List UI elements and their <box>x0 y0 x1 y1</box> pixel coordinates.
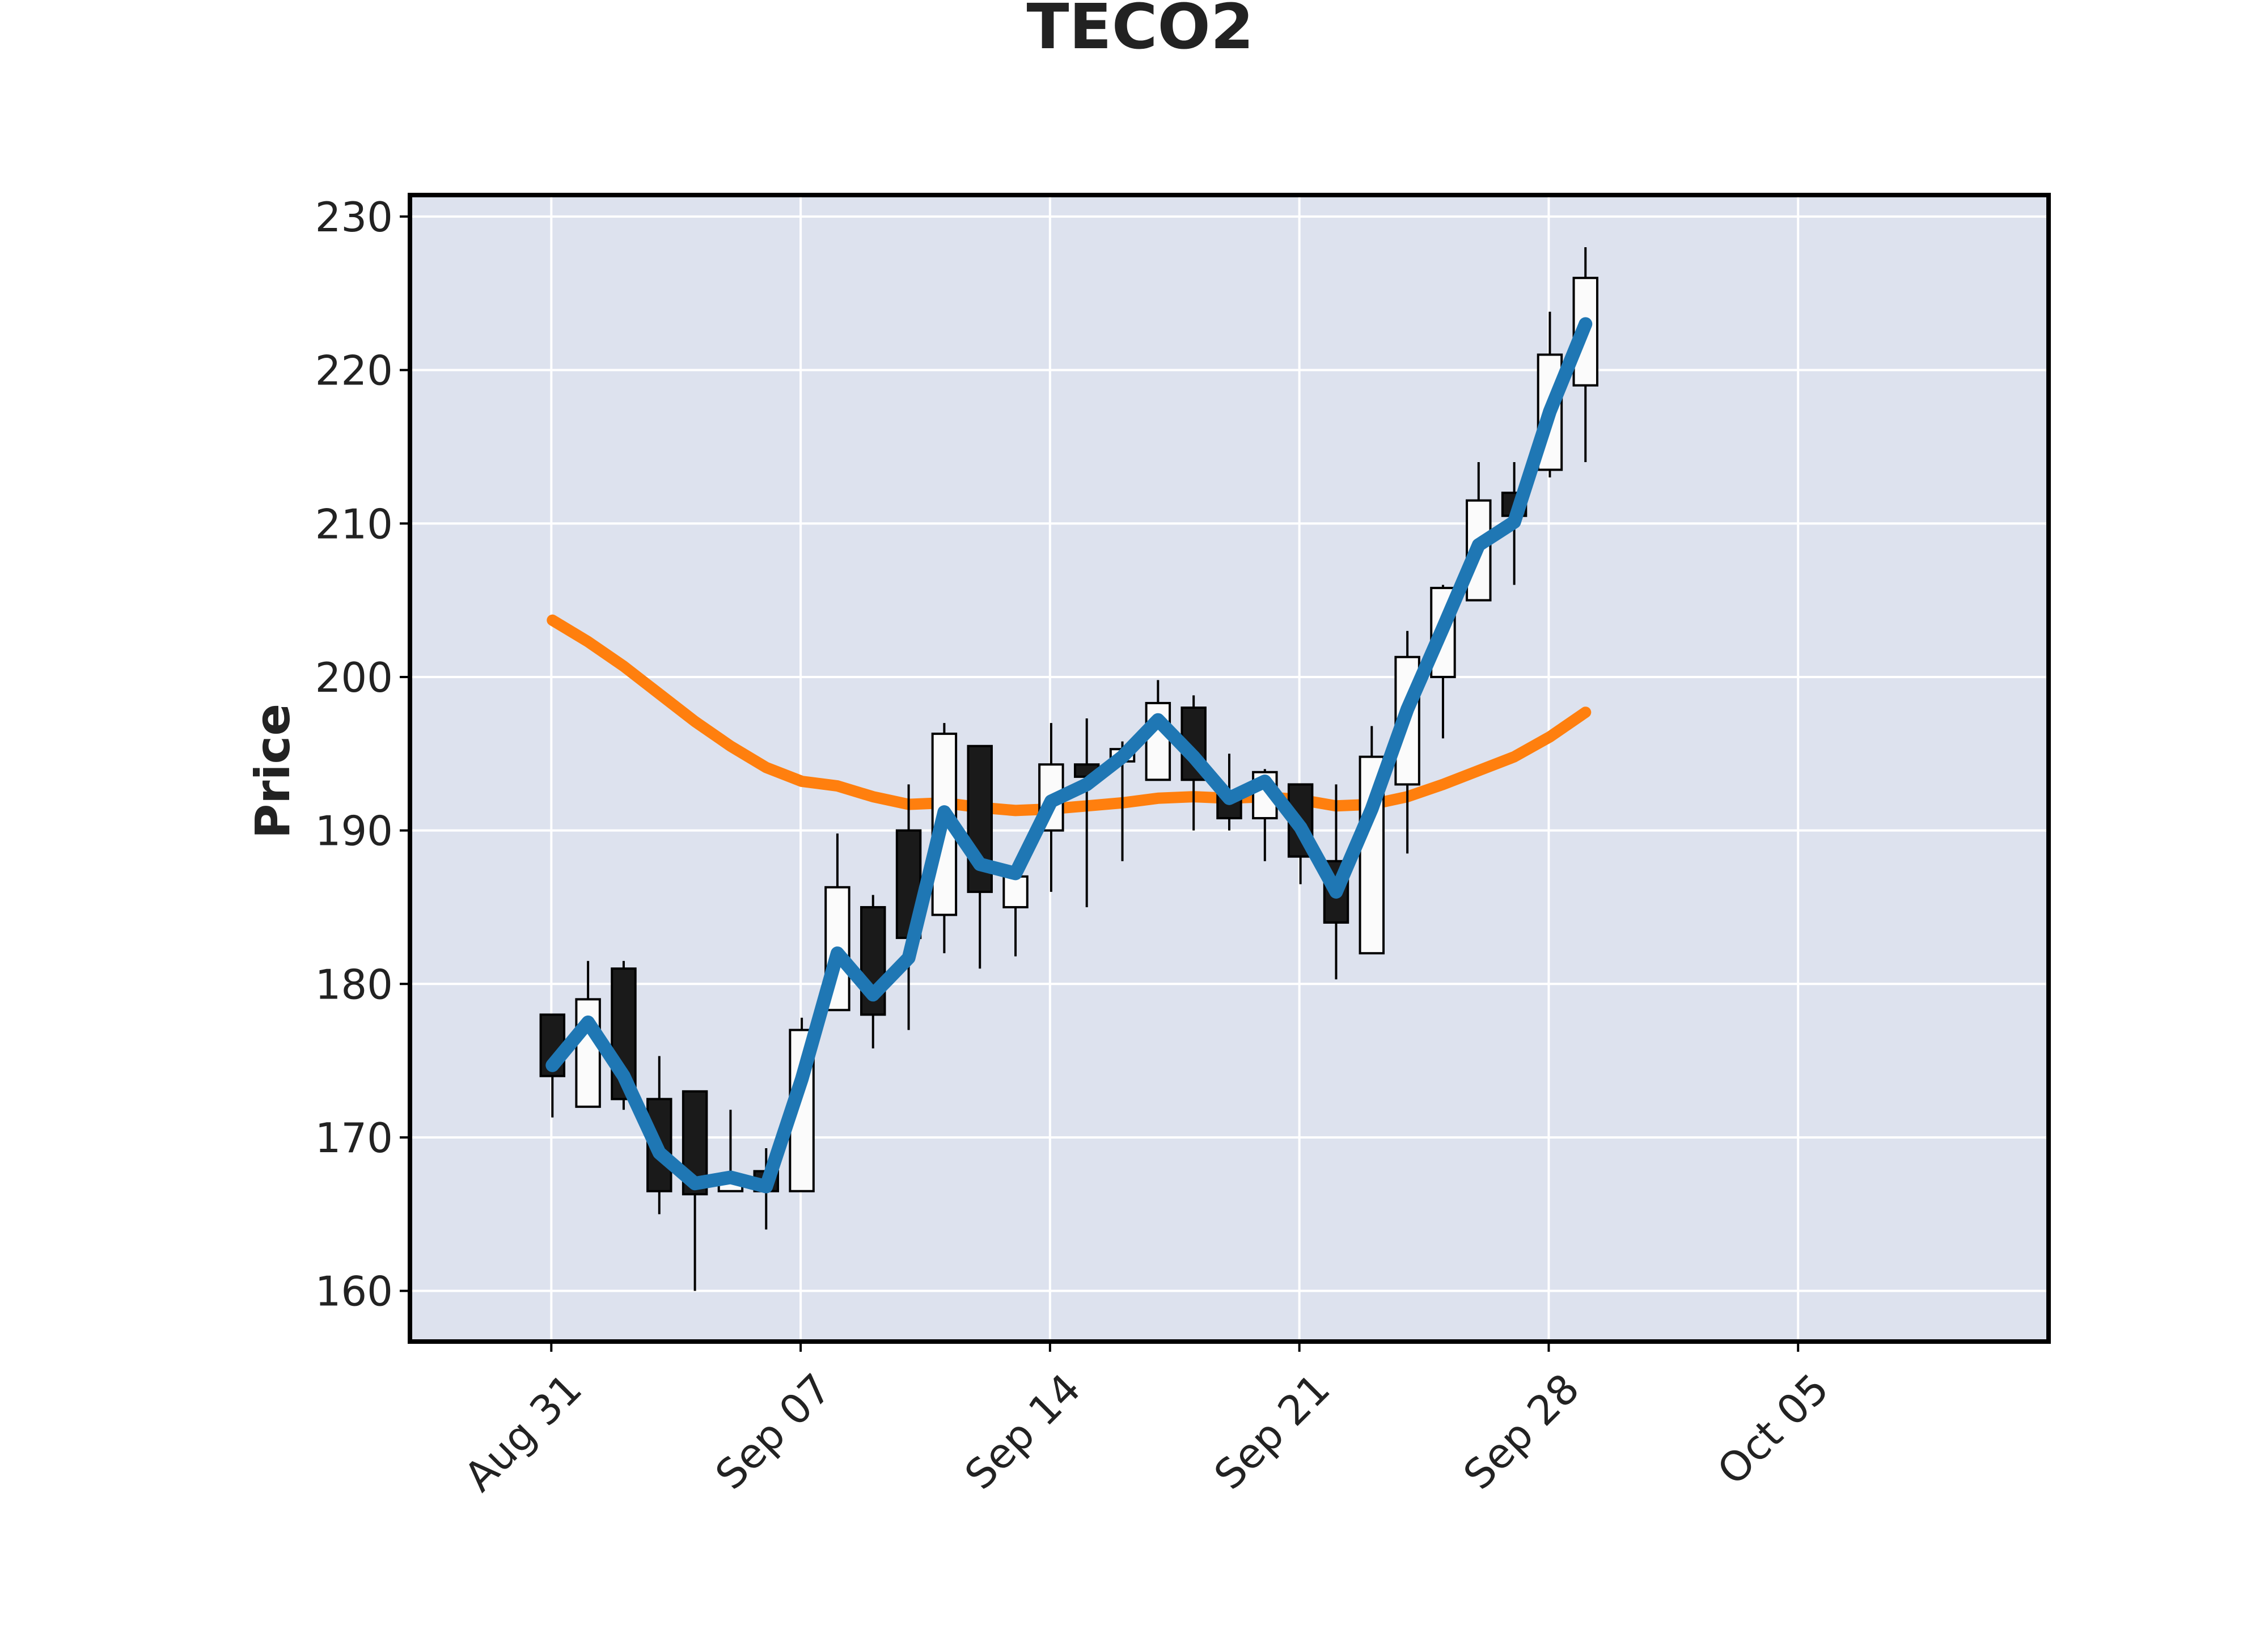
y-tick-label: 170 <box>315 1114 393 1162</box>
candle-body <box>1002 875 1029 908</box>
x-tick-label: Sep 07 <box>706 1365 840 1499</box>
y-tick-label: 220 <box>315 347 393 395</box>
x-tick-label: Sep 14 <box>955 1365 1089 1499</box>
x-tick-label: Sep 21 <box>1205 1365 1339 1499</box>
x-tick-label: Aug 31 <box>455 1365 591 1501</box>
y-tick-label: 160 <box>315 1268 393 1315</box>
x-tick-label: Oct 05 <box>1708 1365 1838 1494</box>
y-axis-ticks: 160 170 180 190 200 210 220 230 <box>315 193 410 1315</box>
plot-frame <box>408 193 2051 1344</box>
x-axis-ticks: Aug 31 Sep 07 Sep 14 Sep 21 Sep 28 Oct 05 <box>455 1342 1838 1500</box>
moving-average-line-2 <box>547 614 1592 816</box>
y-tick-label: 210 <box>315 500 393 548</box>
y-tick-label: 230 <box>315 193 393 241</box>
chart-title: TECO2 <box>1027 0 1254 63</box>
y-tick-label: 200 <box>315 654 393 701</box>
y-axis-label: Price <box>245 704 301 839</box>
moving-averages <box>547 614 1592 816</box>
candle-body <box>575 998 601 1108</box>
moving-average-line-1 <box>545 317 1593 1194</box>
y-tick-label: 190 <box>315 807 393 855</box>
x-tick-label: Sep 28 <box>1454 1365 1588 1499</box>
y-tick-label: 180 <box>315 961 393 1008</box>
